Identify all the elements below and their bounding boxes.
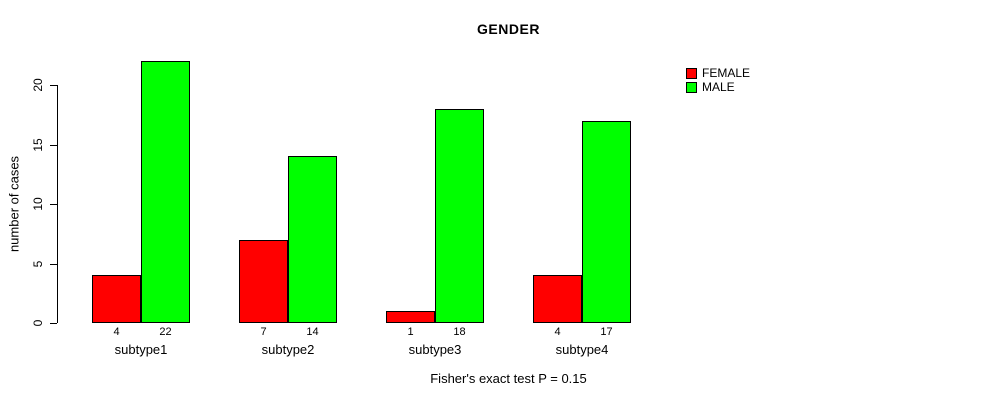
y-tick-mark: [50, 204, 57, 205]
bar-female-subtype4: [533, 275, 582, 323]
y-tick-mark: [50, 323, 57, 324]
y-tick-label: 5: [31, 260, 45, 267]
legend-row-female: FEMALE: [686, 66, 750, 80]
bar-male-subtype3: [435, 109, 484, 323]
chart-title: GENDER: [477, 21, 540, 37]
bar-value-label: 4: [113, 326, 120, 338]
y-tick-label: 15: [31, 137, 45, 152]
legend-swatch-female: [686, 67, 697, 79]
legend-label-male: MALE: [702, 80, 735, 94]
y-axis-label: number of cases: [6, 155, 22, 253]
bar-male-subtype1: [141, 61, 190, 323]
bar-value-label: 22: [159, 326, 172, 338]
caption-fishers-test: Fisher's exact test P = 0.15: [430, 371, 587, 386]
bar-value-label: 7: [260, 326, 267, 338]
bar-value-label: 1: [407, 326, 414, 338]
bar-value-label: 14: [306, 326, 319, 338]
legend-swatch-male: [686, 81, 697, 93]
legend: FEMALE MALE: [686, 66, 750, 94]
bar-male-subtype2: [288, 156, 337, 323]
bar-female-subtype3: [386, 311, 435, 323]
y-axis-line: [57, 85, 58, 323]
bar-value-label: 17: [600, 326, 613, 338]
y-tick-mark: [50, 263, 57, 265]
legend-row-male: MALE: [686, 80, 750, 94]
bar-male-subtype4: [582, 121, 631, 323]
bar-value-label: 4: [554, 326, 561, 338]
y-tick-label: 0: [31, 319, 45, 327]
category-label-subtype3: subtype3: [408, 342, 462, 357]
y-tick-mark: [50, 144, 57, 146]
y-tick-label: 20: [31, 78, 45, 92]
bar-female-subtype2: [239, 240, 288, 323]
category-label-subtype4: subtype4: [555, 342, 609, 357]
category-label-subtype1: subtype1: [114, 342, 168, 357]
y-tick-mark: [50, 85, 57, 86]
bar-value-label: 18: [453, 326, 466, 338]
category-label-subtype2: subtype2: [261, 342, 315, 357]
legend-label-female: FEMALE: [702, 66, 751, 80]
y-tick-label: 10: [31, 197, 45, 211]
bar-female-subtype1: [92, 275, 141, 323]
